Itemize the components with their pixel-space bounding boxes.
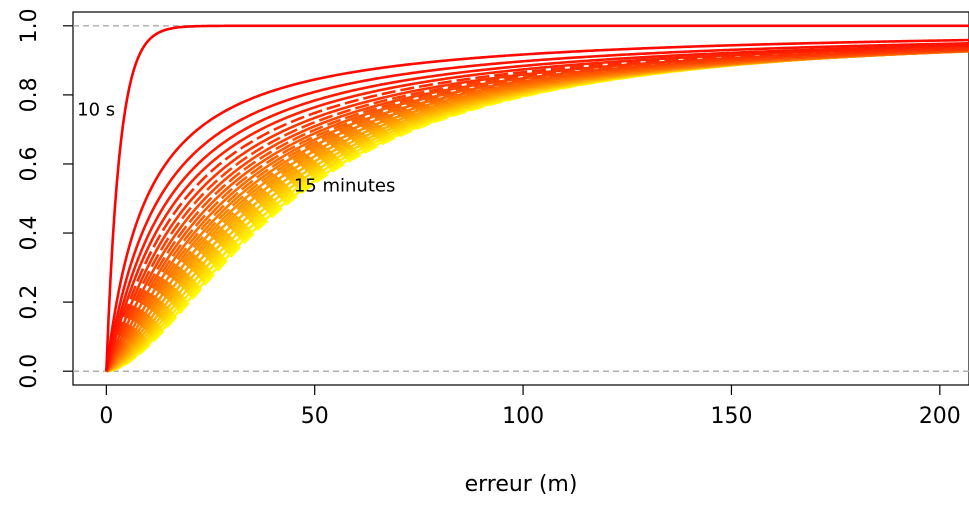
series-line-4 xyxy=(105,45,969,372)
series-line-28 xyxy=(106,48,969,373)
x-tick-label-50: 50 xyxy=(301,404,329,429)
series-line-7 xyxy=(105,48,969,372)
series-line-12 xyxy=(105,49,969,373)
series-line-6 xyxy=(105,47,969,372)
series-line-18 xyxy=(105,49,969,373)
y-tick-label-5: 1.0 xyxy=(17,8,42,43)
series-line-26 xyxy=(106,48,969,373)
series-line-5 xyxy=(105,46,969,372)
series-line-16 xyxy=(105,49,969,373)
x-tick-label-150: 150 xyxy=(710,404,752,429)
series-line-21 xyxy=(106,49,969,373)
series-line-8 xyxy=(105,48,969,372)
series-line-27 xyxy=(106,48,969,373)
series-line-29 xyxy=(106,48,969,373)
curves xyxy=(105,24,969,373)
series-line-10 xyxy=(105,49,969,373)
series-line-22 xyxy=(106,49,969,373)
series-line-17 xyxy=(105,49,969,373)
y-tick-label-0: 0.0 xyxy=(17,354,42,389)
series-line-19 xyxy=(105,49,969,373)
series-line-25 xyxy=(106,49,969,373)
x-tick-label-100: 100 xyxy=(502,404,544,429)
series-line-23 xyxy=(106,49,969,373)
plot-frame xyxy=(72,11,969,386)
series-line-0 xyxy=(105,24,969,372)
series-line-2 xyxy=(105,42,969,372)
y-tick-label-1: 0.2 xyxy=(17,285,42,320)
y-tick-label-2: 0.4 xyxy=(17,216,42,251)
series-line-1 xyxy=(105,38,969,372)
series-line-20 xyxy=(105,49,969,373)
series-line-24 xyxy=(106,49,969,373)
y-tick-label-3: 0.6 xyxy=(17,146,42,181)
series-line-13 xyxy=(105,49,969,373)
series-line-9 xyxy=(105,49,969,372)
x-tick-label-0: 0 xyxy=(99,404,113,429)
x-tick-label-200: 200 xyxy=(919,404,961,429)
y-tick-label-4: 0.8 xyxy=(17,77,42,112)
series-line-14 xyxy=(105,49,969,373)
y-axis: 0.0 0.2 0.4 0.6 0.8 1.0 xyxy=(17,8,73,389)
series-line-3 xyxy=(105,44,969,372)
annotations: 10 s 15 minutes xyxy=(77,100,395,197)
annotation-1: 15 minutes xyxy=(294,176,396,197)
x-axis: 0 50 100 150 200 xyxy=(99,385,961,429)
annotation-0: 10 s xyxy=(77,100,115,121)
series-line-15 xyxy=(105,49,969,373)
x-axis-title: erreur (m) xyxy=(465,472,578,497)
series-line-11 xyxy=(105,49,969,373)
